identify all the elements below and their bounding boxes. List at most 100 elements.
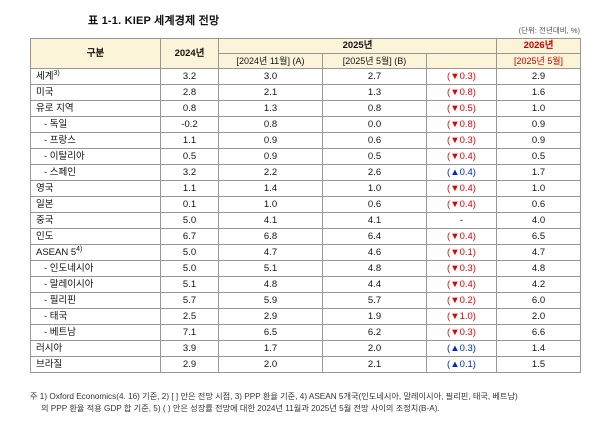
- row-label-text: 유로 지역: [36, 102, 74, 114]
- value-2025-may-forecast: 2.1: [322, 356, 427, 373]
- col-header-2025: 2025년: [218, 38, 497, 54]
- row-label-text: - 스페인: [44, 166, 77, 178]
- value-2025-may-forecast: 2.6: [322, 164, 427, 181]
- row-label-text: - 이탈리아: [44, 150, 85, 162]
- value-2025-may-forecast: 5.7: [322, 292, 427, 309]
- value-2024: 1.1: [160, 180, 219, 197]
- row-label: - 베트남: [30, 324, 161, 341]
- row-label: - 인도네시아: [30, 260, 161, 277]
- value-2024: 2.5: [160, 308, 219, 325]
- col-header-2024: 2024년: [160, 38, 219, 69]
- row-label: - 태국: [30, 308, 161, 325]
- row-label-text: 일본: [36, 198, 54, 210]
- value-2025-nov-forecast: 2.9: [218, 308, 323, 325]
- table-row: 세계3) 3.2 3.0 2.7 (▼0.3) 2.9: [30, 68, 581, 85]
- value-2025-nov-forecast: 0.8: [218, 116, 323, 133]
- revision-value: (▼0.8): [426, 84, 497, 101]
- value-2025-nov-forecast: 4.8: [218, 276, 323, 293]
- value-2025-nov-forecast: 1.0: [218, 196, 323, 213]
- footnote: 주 1) Oxford Economics(4. 16) 기준, 2) [ ] …: [30, 391, 584, 416]
- revision-value: (▼0.5): [426, 100, 497, 117]
- row-label-text: ASEAN 5: [36, 246, 77, 258]
- value-2026-forecast: 4.2: [496, 276, 581, 293]
- table-body: 세계3) 3.2 3.0 2.7 (▼0.3) 2.9 미국 2.8 2.1 1.3 (▼0.8) 1…: [30, 68, 581, 373]
- value-2026-forecast: 0.6: [496, 196, 581, 213]
- value-2024: 2.9: [160, 356, 219, 373]
- value-2025-nov-forecast: 5.9: [218, 292, 323, 309]
- table-row: - 베트남 7.1 6.5 6.2 (▼0.3) 6.6: [30, 324, 581, 341]
- value-2025-nov-forecast: 0.9: [218, 148, 323, 165]
- col-subheader-revision: [426, 53, 497, 69]
- value-2026-forecast: 1.0: [496, 180, 581, 197]
- value-2025-may-forecast: 6.4: [322, 228, 427, 245]
- value-2026-forecast: 4.7: [496, 244, 581, 261]
- row-label: 유로 지역: [30, 100, 161, 117]
- row-label-text: 세계: [36, 70, 54, 82]
- row-label-text: 미국: [36, 86, 54, 98]
- row-label: 세계3): [30, 68, 161, 85]
- value-2025-nov-forecast: 5.1: [218, 260, 323, 277]
- revision-value: (▲0.3): [426, 340, 497, 357]
- table-row: 중국 5.0 4.1 4.1-4.0: [30, 212, 581, 229]
- row-label: - 독일: [30, 116, 161, 133]
- value-2025-may-forecast: 1.3: [322, 84, 427, 101]
- row-label: 인도: [30, 228, 161, 245]
- value-2024: -0.2: [160, 116, 219, 133]
- value-2026-forecast: 1.0: [496, 100, 581, 117]
- col-subheader-2026-2025may: [2025년 5월]: [496, 53, 581, 69]
- row-label: - 스페인: [30, 164, 161, 181]
- value-2025-nov-forecast: 6.5: [218, 324, 323, 341]
- value-2025-nov-forecast: 2.2: [218, 164, 323, 181]
- value-2026-forecast: 6.6: [496, 324, 581, 341]
- revision-value: -: [426, 212, 497, 229]
- value-2024: 3.2: [160, 68, 219, 85]
- row-label-text: 영국: [36, 182, 54, 194]
- table-row: ASEAN 54) 5.0 4.7 4.6 (▼0.1) 4.7: [30, 244, 581, 261]
- row-label-text: 인도: [36, 230, 54, 242]
- revision-value: (▼0.3): [426, 132, 497, 149]
- row-label-text: 중국: [36, 214, 54, 226]
- value-2025-may-forecast: 2.0: [322, 340, 427, 357]
- value-2025-nov-forecast: 0.9: [218, 132, 323, 149]
- value-2025-nov-forecast: 2.1: [218, 84, 323, 101]
- value-2024: 3.9: [160, 340, 219, 357]
- table-row: - 독일 -0.2 0.8 0.0 (▼0.8) 0.9: [30, 116, 581, 133]
- revision-value: (▼0.4): [426, 196, 497, 213]
- value-2024: 0.1: [160, 196, 219, 213]
- col-subheader-2024nov-a: [2024년 11월] (A): [218, 53, 323, 69]
- footnote-line-1: 주 1) Oxford Economics(4. 16) 기준, 2) [ ] …: [30, 392, 518, 401]
- table-row: 브라질 2.9 2.0 2.1 (▲0.1) 1.5: [30, 356, 581, 373]
- value-2025-may-forecast: 0.5: [322, 148, 427, 165]
- value-2025-may-forecast: 0.0: [322, 116, 427, 133]
- revision-value: (▼0.4): [426, 180, 497, 197]
- value-2026-forecast: 0.5: [496, 148, 581, 165]
- table-title: 표 1-1. KIEP 세계경제 전망: [88, 15, 220, 27]
- row-label-text: - 베트남: [44, 326, 77, 338]
- revision-value: (▼0.4): [426, 228, 497, 245]
- row-label: 중국: [30, 212, 161, 229]
- revision-value: (▲0.4): [426, 164, 497, 181]
- value-2024: 0.8: [160, 100, 219, 117]
- row-label: 미국: [30, 84, 161, 101]
- value-2025-nov-forecast: 1.3: [218, 100, 323, 117]
- row-label-text: - 태국: [44, 310, 68, 322]
- value-2026-forecast: 6.5: [496, 228, 581, 245]
- row-label-text: - 인도네시아: [44, 262, 94, 274]
- value-2024: 7.1: [160, 324, 219, 341]
- row-label-text: 브라질: [36, 358, 63, 370]
- value-2025-may-forecast: 6.2: [322, 324, 427, 341]
- row-label: - 말레이시아: [30, 276, 161, 293]
- value-2025-may-forecast: 0.8: [322, 100, 427, 117]
- revision-value: (▼0.1): [426, 244, 497, 261]
- footnote-line-2: 의 PPP 환율 적용 GDP 합 기준, 5) ( ) 안은 성장률 전망에 …: [41, 404, 440, 414]
- row-label: 러시아: [30, 340, 161, 357]
- value-2025-may-forecast: 4.8: [322, 260, 427, 277]
- header-row-years: 구분 2024년 2025년 2026년: [30, 38, 581, 69]
- value-2025-nov-forecast: 4.1: [218, 212, 323, 229]
- value-2026-forecast: 2.0: [496, 308, 581, 325]
- value-2024: 2.8: [160, 84, 219, 101]
- value-2025-nov-forecast: 1.7: [218, 340, 323, 357]
- revision-value: (▼0.2): [426, 292, 497, 309]
- col-header-2026: 2026년: [496, 38, 581, 54]
- table-row: 영국 1.1 1.4 1.0 (▼0.4) 1.0: [30, 180, 581, 197]
